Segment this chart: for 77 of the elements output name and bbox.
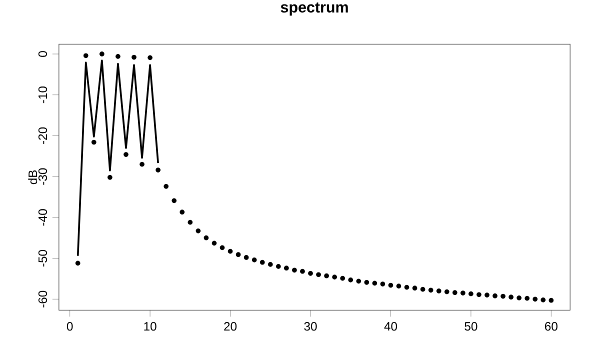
point: [396, 283, 402, 288]
x-tick-label: 10: [144, 322, 156, 331]
y-axis-title: dB: [28, 170, 38, 184]
point: [228, 248, 233, 254]
point: [452, 290, 458, 295]
x-tick-label: 0: [66, 322, 73, 331]
point: [500, 294, 506, 299]
point: [548, 298, 554, 303]
point: [276, 264, 281, 269]
point: [236, 252, 241, 257]
x-tick-label: 20: [224, 322, 237, 331]
point: [532, 296, 538, 302]
point: [268, 262, 273, 267]
point: [412, 286, 418, 290]
x-tick-label: 60: [545, 322, 558, 331]
point: [140, 162, 144, 167]
point: [99, 51, 104, 56]
point: [164, 184, 169, 189]
point: [196, 228, 201, 234]
y-tick-label: 0: [38, 50, 48, 57]
point: [124, 152, 128, 157]
point: [148, 55, 152, 60]
x-tick-label: 30: [304, 322, 317, 331]
point: [356, 278, 362, 284]
point: [420, 286, 426, 292]
point: [484, 292, 490, 298]
y-tick-label: -10: [38, 86, 48, 103]
point: [316, 272, 321, 277]
point: [324, 273, 329, 278]
chart-title: spectrum: [280, 2, 348, 16]
point: [180, 210, 185, 214]
point: [132, 54, 136, 60]
point: [404, 284, 410, 290]
y-tick-label: -20: [38, 127, 48, 144]
point: [372, 280, 378, 286]
point: [284, 266, 289, 270]
x-tick-label: 40: [384, 322, 398, 331]
y-tick-label: -30: [38, 168, 48, 185]
point: [260, 260, 265, 265]
point: [212, 240, 217, 246]
point: [468, 291, 474, 296]
point: [244, 254, 249, 260]
point: [252, 257, 257, 262]
point: [308, 270, 313, 276]
y-tick-label: -60: [38, 290, 48, 308]
point: [292, 268, 297, 272]
y-tick-label: -50: [38, 250, 48, 266]
point: [204, 235, 209, 240]
point: [75, 260, 80, 266]
point: [364, 280, 370, 285]
point: [348, 277, 354, 282]
point: [428, 288, 434, 292]
point: [540, 297, 546, 302]
y-tick-label: -40: [38, 208, 48, 226]
point: [83, 53, 88, 58]
point: [188, 220, 193, 225]
point: [508, 294, 514, 300]
point: [332, 274, 338, 280]
line-series: [76, 59, 159, 257]
point: [172, 198, 177, 203]
point: [116, 54, 120, 59]
point: [91, 140, 96, 145]
point: [476, 292, 482, 297]
x-tick-label: 50: [464, 322, 478, 331]
point: [340, 276, 346, 281]
point: [492, 293, 498, 298]
point: [156, 167, 161, 172]
point: [516, 295, 522, 300]
point: [444, 289, 450, 294]
point: [380, 281, 386, 286]
point: [108, 174, 112, 180]
point: [460, 290, 466, 296]
point: [300, 268, 305, 274]
point: [436, 288, 442, 294]
point: [388, 282, 394, 288]
point: [524, 296, 530, 301]
point: [220, 245, 225, 250]
